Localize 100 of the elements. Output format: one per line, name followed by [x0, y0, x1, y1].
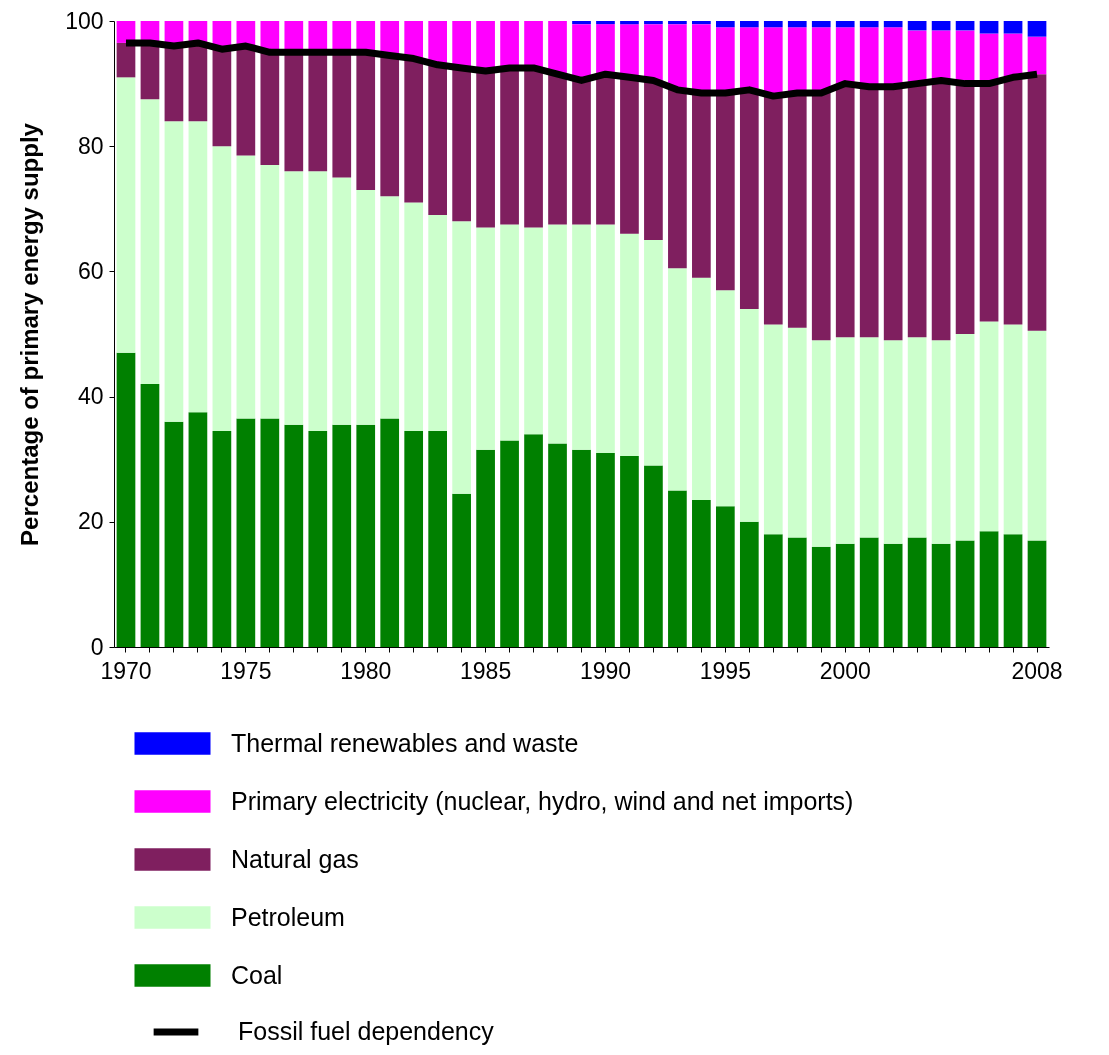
bar	[763, 21, 783, 28]
bar	[572, 21, 591, 25]
bar	[620, 21, 639, 25]
bar	[572, 224, 591, 450]
bar	[356, 424, 376, 647]
bar	[404, 58, 424, 203]
y-tick-label: 80	[77, 132, 104, 159]
bar	[644, 80, 663, 241]
bar	[308, 171, 328, 432]
bar	[500, 440, 519, 647]
bar	[140, 99, 160, 385]
bar	[428, 215, 447, 432]
bar	[284, 171, 304, 425]
bar	[644, 21, 663, 25]
bar	[787, 327, 807, 538]
bar	[883, 86, 903, 341]
bar	[380, 196, 400, 419]
bar	[811, 340, 831, 547]
x-tick-label: 1985	[460, 657, 512, 684]
legend-label: Thermal renewables and waste	[231, 728, 579, 757]
bar	[907, 537, 927, 647]
bar	[644, 465, 663, 647]
bar	[907, 30, 927, 84]
bar	[692, 499, 711, 647]
bar	[668, 89, 687, 269]
bar	[668, 21, 687, 25]
bar	[692, 92, 711, 278]
bar	[668, 24, 687, 90]
x-tick-label: 1995	[699, 657, 751, 684]
bar	[716, 92, 735, 291]
bar	[500, 21, 519, 68]
bar	[979, 321, 999, 532]
bar	[116, 77, 136, 353]
y-tick-label: 0	[90, 633, 104, 660]
bar	[811, 92, 831, 341]
bar	[668, 268, 687, 491]
bar	[356, 21, 376, 53]
bar	[476, 71, 495, 228]
bar	[931, 340, 951, 544]
bar	[212, 431, 232, 647]
bar	[835, 21, 855, 28]
bar	[620, 24, 639, 78]
bar	[548, 224, 567, 444]
legend-label: Petroleum	[231, 902, 345, 931]
bar	[1003, 534, 1023, 647]
bar	[596, 21, 615, 25]
bar	[1027, 74, 1047, 331]
bar	[356, 190, 376, 425]
bar	[835, 543, 855, 647]
bar	[620, 233, 639, 457]
x-tick-label: 1990	[579, 657, 632, 684]
bar	[236, 155, 256, 419]
bar	[404, 431, 424, 647]
bar	[763, 534, 783, 647]
bar	[116, 352, 136, 647]
bar	[979, 531, 999, 647]
bar	[739, 21, 759, 28]
y-tick-label: 20	[77, 508, 104, 535]
bar	[739, 27, 759, 90]
bar	[620, 456, 639, 647]
bar	[1003, 77, 1023, 325]
bar	[260, 164, 280, 419]
bar	[236, 418, 256, 647]
bar	[212, 49, 232, 147]
bar	[1027, 540, 1047, 647]
bar	[548, 21, 567, 75]
bar	[452, 67, 471, 222]
bar	[811, 546, 831, 647]
bar	[979, 21, 999, 34]
bar	[668, 490, 687, 647]
y-tick-label: 60	[77, 257, 104, 284]
bar	[164, 46, 184, 122]
bar	[308, 431, 328, 647]
y-axis-title: Percentage of primary energy supply	[16, 122, 44, 546]
bar	[428, 431, 447, 647]
bar	[835, 27, 855, 84]
bar	[140, 384, 160, 647]
bar	[548, 74, 567, 225]
bar	[572, 80, 591, 225]
bar	[188, 412, 208, 647]
bar	[1027, 36, 1047, 75]
bar	[452, 221, 471, 494]
bar	[716, 506, 735, 647]
bar	[404, 202, 424, 432]
bar	[260, 52, 280, 165]
bar	[332, 177, 352, 425]
legend-label: Coal	[231, 960, 283, 989]
bar	[907, 21, 927, 31]
bar	[763, 324, 783, 535]
bar	[500, 224, 519, 441]
legend-label: Fossil fuel dependency	[238, 1017, 495, 1045]
bar	[380, 21, 400, 56]
bar	[739, 521, 759, 647]
y-tick-label: 40	[77, 383, 104, 410]
bar	[596, 452, 615, 647]
bar	[931, 543, 951, 647]
bar	[524, 434, 543, 647]
bar	[692, 277, 711, 500]
bar	[188, 121, 208, 413]
bar	[883, 340, 903, 544]
